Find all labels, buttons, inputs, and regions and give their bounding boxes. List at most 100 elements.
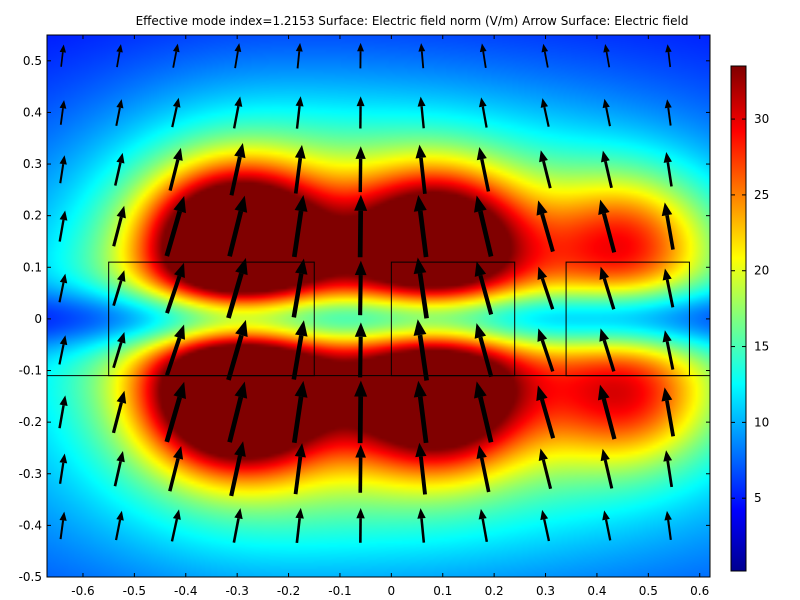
field-arrow <box>354 260 367 316</box>
field-arrow <box>59 44 66 67</box>
y-axis: 0.5 0.4 0.3 0.2 0.1 0 -0.1 -0.2 -0.3 -0.4 -0.5 <box>19 54 710 584</box>
field-arrow <box>59 100 67 125</box>
field-arrow <box>661 387 676 437</box>
field-arrow <box>168 147 183 191</box>
field-arrow <box>664 510 672 540</box>
colorbar-tick-label: 25 <box>754 188 769 202</box>
y-tick-label: -0.1 <box>19 364 42 378</box>
x-tick-label: 0.6 <box>690 584 709 598</box>
field-arrow <box>59 511 67 540</box>
field-arrow <box>226 319 248 381</box>
field-arrow <box>114 152 125 186</box>
field-arrow <box>662 268 675 308</box>
field-arrow <box>164 195 186 257</box>
field-arrow <box>227 381 248 443</box>
field-arrow <box>476 445 491 493</box>
colorbar-tick-label: 15 <box>754 340 769 354</box>
field-arrow <box>537 328 555 372</box>
field-arrow <box>602 510 612 541</box>
field-arrow <box>354 380 368 444</box>
colorbar-tick-label: 10 <box>754 415 769 429</box>
electric-field-arrows <box>58 42 676 544</box>
field-arrow <box>226 257 248 319</box>
field-arrow <box>59 155 67 184</box>
field-arrow <box>413 380 429 444</box>
field-arrow <box>232 508 243 543</box>
x-tick-label: -0.6 <box>71 584 94 598</box>
field-arrow <box>602 98 611 127</box>
field-arrow <box>295 96 304 129</box>
y-tick-label: 0.3 <box>23 157 42 171</box>
field-arrow <box>665 44 672 68</box>
y-tick-label: 0.1 <box>23 260 42 274</box>
field-arrow <box>58 210 68 242</box>
field-arrow <box>541 43 549 68</box>
field-arrow <box>234 43 242 69</box>
field-arrow <box>474 261 494 316</box>
field-arrow <box>474 381 494 443</box>
field-arrow <box>356 96 365 129</box>
y-tick-label: -0.2 <box>19 415 42 429</box>
field-arrow <box>112 270 126 306</box>
x-tick-label: 0.2 <box>485 584 504 598</box>
x-axis: -0.6 -0.5 -0.4 -0.3 -0.2 -0.1 0 0.1 0.2 0.3 0.4 0.5… <box>71 35 709 598</box>
field-arrow <box>227 195 248 257</box>
field-arrow <box>478 97 488 128</box>
field-arrow <box>165 262 185 314</box>
field-arrow <box>291 258 308 318</box>
field-arrow <box>537 266 555 310</box>
field-arrow <box>598 199 617 253</box>
field-arrow <box>417 508 426 543</box>
field-arrow <box>418 43 426 69</box>
field-arrow <box>356 507 365 543</box>
field-arrow <box>293 443 306 495</box>
field-arrow <box>536 385 556 439</box>
field-arrow <box>115 99 124 126</box>
colorbar-tick-label: 5 <box>754 491 762 505</box>
field-arrow <box>538 448 553 490</box>
colorbar-ticks: 30 25 20 15 10 5 <box>731 112 769 505</box>
y-tick-label: -0.4 <box>19 518 42 532</box>
field-arrow <box>229 143 246 196</box>
field-arrow <box>415 442 427 495</box>
field-arrow <box>111 390 127 434</box>
field-arrow <box>539 150 552 189</box>
field-arrow <box>58 453 68 484</box>
field-arrow <box>663 152 673 187</box>
field-arrow <box>661 202 675 250</box>
field-arrow <box>171 97 181 128</box>
field-arrow <box>413 319 429 381</box>
field-arrow <box>291 320 308 380</box>
x-tick-label: -0.1 <box>328 584 351 598</box>
field-arrow <box>291 195 308 258</box>
field-arrow <box>415 144 427 195</box>
y-tick-label: 0.4 <box>23 105 42 119</box>
field-arrow <box>58 335 68 365</box>
field-norm-surface <box>47 35 710 577</box>
field-arrow <box>355 444 366 493</box>
y-tick-label: 0.5 <box>23 54 42 68</box>
field-arrow <box>355 146 366 193</box>
field-arrow <box>164 324 186 376</box>
field-arrow <box>354 322 367 378</box>
x-tick-label: -0.3 <box>225 584 248 598</box>
field-arrow <box>170 509 181 542</box>
field-arrow <box>113 451 125 487</box>
field-arrow <box>168 446 184 492</box>
field-arrow <box>295 507 304 544</box>
field-arrow <box>662 330 675 370</box>
field-arrow <box>116 44 123 68</box>
chart-title: Effective mode index=1.2153 Surface: Ele… <box>136 14 689 28</box>
x-tick-label: -0.2 <box>277 584 300 598</box>
field-arrow <box>599 328 616 372</box>
x-tick-label: 0.4 <box>587 584 606 598</box>
field-arrow <box>58 395 68 429</box>
x-tick-label: -0.5 <box>123 584 146 598</box>
field-arrow <box>417 96 426 129</box>
field-arrow <box>597 384 617 440</box>
field-arrow <box>295 42 303 69</box>
field-arrow <box>600 150 613 189</box>
field-arrow <box>478 508 489 543</box>
field-arrow <box>474 195 494 257</box>
